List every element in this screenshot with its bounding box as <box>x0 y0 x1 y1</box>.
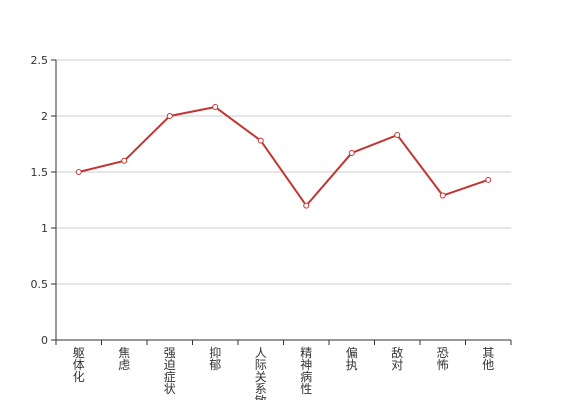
y-tick-label: 1 <box>41 222 48 235</box>
y-tick-label: 0.5 <box>31 278 49 291</box>
data-point <box>166 113 173 119</box>
data-point <box>257 137 264 144</box>
data-point <box>439 192 446 199</box>
y-tick-label: 1.5 <box>31 166 49 179</box>
x-tick-label: 焦虑 <box>118 346 130 372</box>
series-layer <box>75 104 492 209</box>
x-tick-label: 精神病性 <box>300 346 312 396</box>
data-point <box>212 104 219 111</box>
x-tick-label: 躯体化 <box>73 345 85 384</box>
data-point <box>394 132 401 139</box>
data-point <box>485 176 492 183</box>
x-tick-label: 偏执 <box>346 345 358 372</box>
data-point <box>348 149 355 156</box>
data-point <box>121 157 128 164</box>
y-tick-label: 2 <box>41 110 48 123</box>
x-tick-label: 抑郁 <box>209 345 221 372</box>
y-tick-label: 2.5 <box>31 54 49 67</box>
x-tick-label: 其他 <box>482 346 494 372</box>
y-axis: 0 0.5 1 1.5 2 2.5 <box>31 54 57 347</box>
series-line <box>78 106 489 207</box>
x-tick-label: 强迫症状 <box>164 346 176 396</box>
data-point <box>75 169 82 175</box>
x-tick-label: 敌对 <box>391 345 403 372</box>
x-tick-label: 恐怖 <box>437 346 449 372</box>
x-tick-label: 人际关系敏感 <box>255 346 267 400</box>
x-axis: 躯体化 焦虑 强迫症状 抑郁 人际关系敏感 精神病性 偏执 敌对 恐怖 其他 <box>55 339 512 400</box>
y-tick-label: 0 <box>41 334 48 347</box>
data-point <box>303 202 310 209</box>
